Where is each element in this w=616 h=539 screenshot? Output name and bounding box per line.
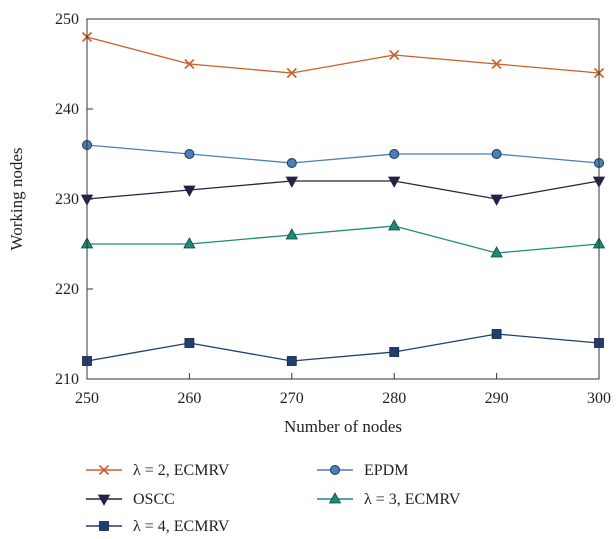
legend-marker — [328, 492, 342, 504]
legend-label: EPDM — [364, 462, 408, 479]
data-point — [490, 246, 503, 258]
legend-item: EPDM — [317, 462, 408, 479]
series-line — [86, 36, 600, 74]
data-point — [388, 219, 401, 231]
data-point — [491, 58, 502, 70]
data-point — [491, 329, 502, 339]
legend-label: λ = 2, ECMRV — [133, 462, 230, 479]
series-line — [86, 144, 600, 164]
legend-marker — [99, 521, 109, 531]
data-point — [183, 185, 196, 197]
data-point — [285, 176, 298, 188]
data-point — [184, 58, 195, 70]
legend-marker — [97, 494, 111, 506]
data-point — [490, 194, 503, 206]
data-point — [286, 158, 297, 168]
x-tick-label: 290 — [485, 390, 509, 407]
x-tick-label: 260 — [177, 390, 201, 407]
series-3 — [80, 219, 606, 258]
x-tick-label: 270 — [280, 390, 304, 407]
legend-marker — [98, 464, 110, 476]
data-point — [388, 176, 401, 188]
legend-label: λ = 3, ECMRV — [364, 491, 461, 508]
series-0 — [81, 31, 605, 79]
data-point — [491, 149, 502, 159]
y-tick-label: 230 — [55, 191, 79, 208]
x-axis-title: Number of nodes — [284, 417, 402, 436]
data-point — [286, 67, 297, 79]
series-line — [86, 333, 600, 362]
data-point — [184, 338, 195, 348]
y-tick-label: 240 — [55, 101, 79, 118]
y-tick-label: 210 — [55, 371, 79, 388]
legend-item: λ = 2, ECMRV — [86, 462, 230, 479]
x-axis-ticks: 250 260 270 280 290 300 — [75, 373, 611, 407]
x-tick-label: 250 — [75, 390, 99, 407]
y-tick-label: 220 — [55, 281, 79, 298]
x-tick-label: 300 — [587, 390, 611, 407]
data-point — [286, 356, 297, 366]
y-tick-label: 250 — [55, 11, 79, 28]
data-point — [389, 49, 400, 61]
data-point — [183, 237, 196, 249]
series-4 — [82, 329, 604, 366]
series-1 — [82, 140, 604, 168]
series-line — [86, 180, 600, 200]
series-2 — [80, 176, 606, 206]
data-point — [389, 347, 400, 357]
series-line — [87, 225, 600, 254]
data-point — [184, 149, 195, 159]
legend-item: OSCC — [86, 491, 175, 508]
legend-item: λ = 4, ECMRV — [86, 518, 230, 535]
data-point — [389, 149, 400, 159]
x-tick-label: 280 — [382, 390, 406, 407]
series-layer — [80, 31, 606, 366]
legend: λ = 2, ECMRV EPDM OSCC λ = 3, ECMRV λ = 4, E… — [86, 462, 461, 535]
legend-item: λ = 3, ECMRV — [317, 491, 461, 508]
legend-label: OSCC — [133, 491, 175, 508]
data-point — [285, 228, 298, 240]
y-axis-title: Working nodes — [7, 148, 26, 251]
legend-label: λ = 4, ECMRV — [133, 518, 230, 535]
plot-area-frame — [86, 18, 600, 380]
legend-marker — [330, 465, 340, 475]
y-axis-ticks: 210 220 230 240 250 — [55, 11, 93, 388]
